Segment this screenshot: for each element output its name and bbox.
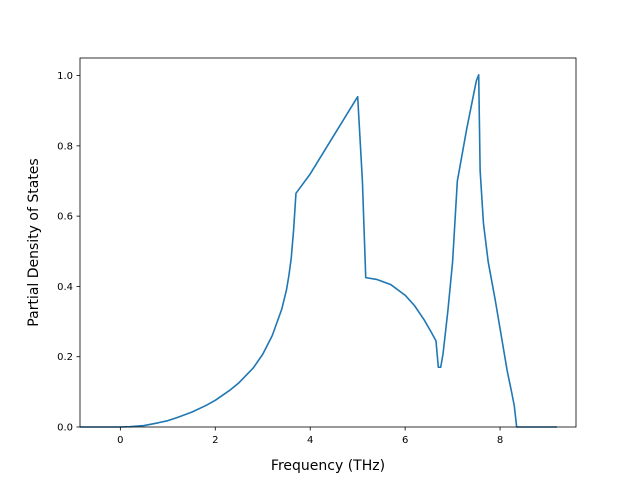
y-tick-label: 0.4 [57, 282, 73, 293]
x-tick-label: 8 [497, 435, 503, 446]
axes-frame [79, 57, 577, 428]
x-axis-label: Frequency (THz) [271, 458, 385, 474]
y-tick-label: 0.2 [57, 352, 73, 363]
x-tick-label: 4 [307, 435, 313, 446]
x-tick-label: 6 [402, 435, 408, 446]
pdos-series-line-0 [80, 74, 558, 428]
y-tick-label: 0.0 [57, 423, 73, 434]
x-tick-label: 0 [117, 435, 123, 446]
y-tick-label: 0.6 [57, 212, 73, 223]
y-axis-ticks: 0.0 0.2 0.4 0.6 0.8 1.0 [57, 71, 80, 434]
y-tick-label: 0.8 [57, 141, 73, 152]
x-tick-label: 2 [212, 435, 218, 446]
x-axis-ticks: 0 2 4 6 8 [117, 427, 503, 446]
y-tick-label: 1.0 [57, 71, 73, 82]
y-axis-label: Partial Density of States [26, 158, 42, 326]
plot-area [80, 74, 558, 428]
